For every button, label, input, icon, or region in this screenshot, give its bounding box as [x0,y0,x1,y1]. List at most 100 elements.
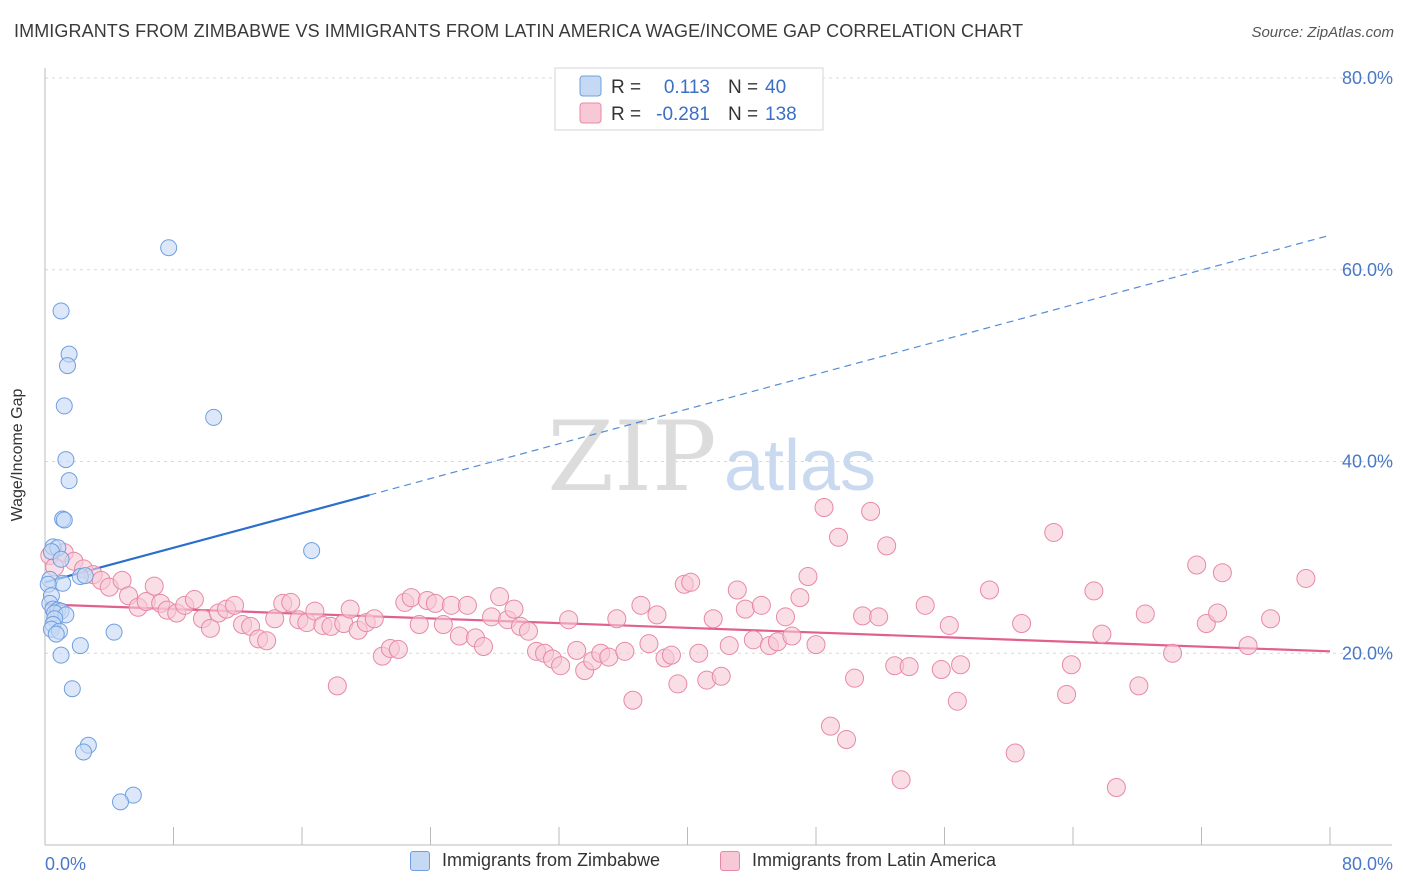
axes [44,68,1392,846]
legend-n-value-0: 40 [765,77,786,98]
latin-america-point-51 [449,626,469,646]
legend-r-value-0: 0.113 [664,77,710,98]
legend-swatch-pink [720,850,740,871]
latin-america-point-131 [1261,609,1281,629]
zimbabwe-point-9 [55,511,73,529]
watermark-atlas: atlas [724,426,876,506]
source-label: Source: ZipAtlas.com [1251,24,1394,41]
latin-america-point-93 [775,607,795,627]
latin-america-point-50 [441,595,461,615]
latin-america-point-29 [281,592,301,612]
latin-america-point-109 [899,657,919,677]
latin-america-point-49 [433,614,453,634]
latin-america-point-96 [798,567,818,587]
latin-america-point-35 [327,676,347,696]
latin-america-point-54 [474,637,494,657]
legend-r-label-0: R = [611,77,641,98]
latin-america-point-100 [828,527,848,547]
latin-america-point-97 [806,635,826,655]
latin-america-point-88 [735,599,755,619]
legend-swatch-blue [410,850,430,871]
legend-n-label-1: N = [728,104,758,125]
legend-label-latin-america: Immigrants from Latin America [752,850,997,870]
latin-america-point-87 [727,580,747,600]
latin-america-point-84 [703,609,723,629]
zimbabwe-point-14 [52,550,70,568]
latin-america-point-114 [951,655,971,675]
zimbabwe-point-1 [52,302,70,320]
latin-america-point-71 [607,609,627,629]
latin-america-point-121 [1084,581,1104,601]
latin-america-point-26 [257,631,277,651]
latin-america-point-125 [1135,604,1155,624]
zimbabwe-point-16 [76,567,94,585]
zimbabwe-point-35 [63,680,81,698]
latin-america-point-66 [567,640,587,660]
latin-america-point-40 [364,609,384,629]
chart-title: IMMIGRANTS FROM ZIMBABWE VS IMMIGRANTS F… [14,21,1024,41]
latin-america-point-72 [615,641,635,661]
zimbabwe-point-7 [60,472,78,490]
latin-america-trend-line [44,603,1331,653]
x-tick-label-1: 80.0% [1342,854,1393,874]
latin-america-point-73 [623,690,643,710]
legend-r-label-1: R = [611,104,641,125]
latin-america-point-124 [1129,676,1149,696]
latin-america-point-130 [1238,636,1258,656]
tick-labels: 80.0% 60.0% 40.0% 20.0% 0.0% 80.0% [45,68,1393,874]
latin-america-point-48 [425,593,445,613]
watermark: ZIP atlas [547,401,876,513]
latin-america-point-101 [837,730,857,750]
legend-swatch-1 [579,102,602,124]
data-points [39,239,1316,811]
latin-america-point-123 [1106,777,1126,797]
latin-america-point-129 [1212,563,1232,583]
legend-item-latin-america[interactable]: Immigrants from Latin America [720,850,996,871]
latin-america-point-98 [814,498,834,518]
y-tick-label-3: 20.0% [1342,643,1393,663]
watermark-zip: ZIP [547,401,716,513]
latin-america-point-108 [891,770,911,790]
latin-america-point-118 [1044,522,1064,542]
latin-america-point-106 [877,536,897,556]
latin-america-point-128 [1208,603,1228,623]
zimbabwe-point-18 [54,574,72,592]
y-tick-label-1: 60.0% [1342,260,1393,280]
latin-america-point-52 [457,595,477,615]
latin-america-point-99 [820,716,840,736]
x-tick-label-0: 0.0% [45,854,86,874]
correlation-legend: R = 0.113 N = 40 R = -0.281 N = 138 [554,67,824,131]
latin-america-point-46 [409,614,429,634]
latin-america-point-94 [782,626,802,646]
legend-n-value-1: 138 [765,104,797,125]
zimbabwe-point-33 [71,637,89,655]
latin-america-point-90 [751,595,771,615]
latin-america-point-81 [681,572,701,592]
y-tick-label-2: 40.0% [1342,452,1393,472]
latin-america-point-82 [689,643,709,663]
legend-label-zimbabwe: Immigrants from Zimbabwe [442,850,661,870]
latin-america-point-117 [1012,614,1032,634]
legend-item-zimbabwe[interactable]: Immigrants from Zimbabwe [410,850,660,871]
latin-america-point-27 [265,609,285,629]
latin-america-point-111 [931,660,951,680]
latin-america-point-76 [647,605,667,625]
latin-america-point-58 [504,599,524,619]
latin-america-point-102 [845,668,865,688]
series-legend: Immigrants from Zimbabwe Immigrants from… [0,850,1406,880]
latin-america-point-112 [939,615,959,635]
latin-america-point-116 [1005,743,1025,763]
latin-america-point-79 [668,674,688,694]
latin-america-point-12 [144,576,164,596]
latin-america-point-120 [1061,655,1081,675]
latin-america-point-64 [551,656,571,676]
y-tick-label-0: 80.0% [1342,68,1393,88]
latin-america-point-43 [388,639,408,659]
latin-america-point-113 [947,691,967,711]
latin-america-point-65 [559,610,579,630]
zimbabwe-point-31 [47,625,65,643]
latin-america-point-105 [869,607,889,627]
latin-america-point-132 [1296,568,1316,588]
zimbabwe-trend-extension [369,234,1331,496]
